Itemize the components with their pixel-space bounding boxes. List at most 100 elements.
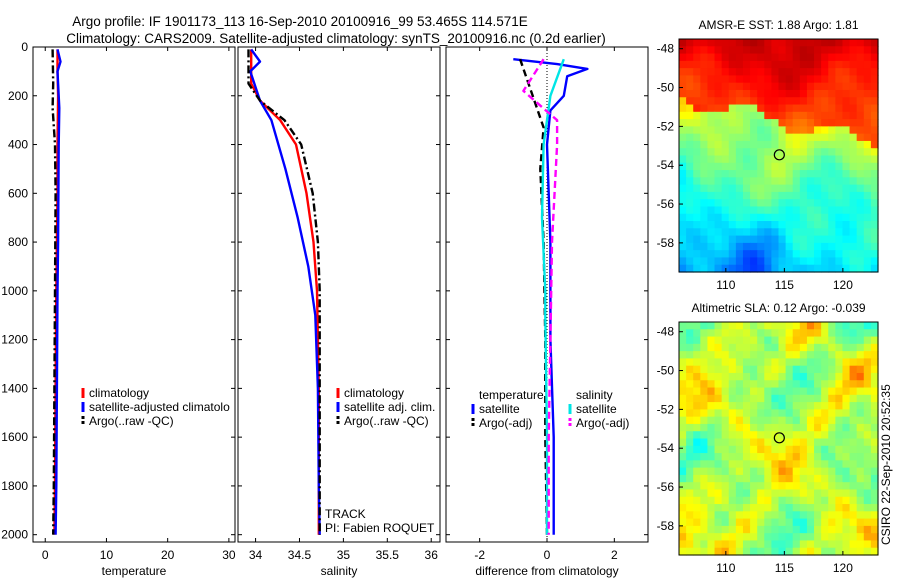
heatmap-cell <box>693 133 701 142</box>
heatmap-cell <box>849 53 858 62</box>
heatmap-cell <box>863 155 872 164</box>
heatmap-cell <box>714 482 723 491</box>
heatmap-cell <box>778 46 787 55</box>
heatmap-cell <box>849 126 858 135</box>
heatmap-cell <box>842 111 851 120</box>
heatmap-cell <box>750 365 758 374</box>
heatmap-cell <box>707 111 716 120</box>
heatmap-cell <box>828 453 836 461</box>
heatmap-cell <box>828 228 836 237</box>
heatmap-cell <box>693 387 701 396</box>
heatmap-cell <box>679 445 687 454</box>
heatmap-cell <box>771 525 780 534</box>
heatmap-cell <box>693 416 701 425</box>
heatmap-cell <box>778 504 787 512</box>
heatmap-cell <box>679 148 687 157</box>
heatmap-cell <box>821 155 829 164</box>
heatmap-cell <box>771 351 780 360</box>
heatmap-cell <box>799 264 808 273</box>
heatmap-cell <box>863 206 872 215</box>
x-tick-label: 35.5 <box>376 548 400 562</box>
heatmap-cell <box>814 97 822 106</box>
heatmap-cell <box>686 264 694 273</box>
heatmap-cell <box>750 467 758 476</box>
heatmap-cell <box>863 213 872 222</box>
heatmap-cell <box>757 445 765 454</box>
heatmap-cell <box>799 191 808 200</box>
heatmap-cell <box>835 82 844 91</box>
heatmap-cell <box>750 351 758 360</box>
heatmap-cell <box>863 504 872 512</box>
heatmap-cell <box>835 460 844 469</box>
heatmap-cell <box>714 409 723 418</box>
heatmap-cell <box>714 162 723 171</box>
heatmap-cell <box>828 242 836 251</box>
heatmap-cell <box>785 540 794 549</box>
heatmap-cell <box>764 460 772 469</box>
heatmap-cell <box>792 504 801 512</box>
heatmap-cell <box>799 365 808 374</box>
heatmap-cell <box>835 504 844 512</box>
heatmap-cell <box>693 336 701 345</box>
y-tick-label: 2000 <box>1 528 28 542</box>
heatmap-cell <box>679 474 687 483</box>
heatmap-cell <box>856 89 865 98</box>
heatmap-cell <box>764 140 772 149</box>
heatmap-cell <box>750 409 758 418</box>
heatmap-cell <box>686 496 694 505</box>
heatmap-cell <box>799 409 808 418</box>
heatmap-cell <box>828 140 836 149</box>
heatmap-cell <box>856 250 865 259</box>
heatmap-cell <box>714 387 723 396</box>
heatmap-cell <box>686 380 694 389</box>
heatmap-cell <box>792 148 801 157</box>
heatmap-cell <box>750 177 758 186</box>
heatmap-cell <box>821 387 829 396</box>
heatmap-cell <box>842 119 851 127</box>
heatmap-cell <box>679 155 687 164</box>
heatmap-cell <box>785 46 794 55</box>
heatmap-cell <box>806 242 815 251</box>
heatmap-cell <box>728 155 737 164</box>
heatmap-cell <box>806 75 815 84</box>
x-tick-label: 115 <box>775 561 794 575</box>
heatmap-cell <box>835 525 844 534</box>
heatmap-cell <box>842 191 851 200</box>
heatmap-cell <box>821 467 829 476</box>
heatmap-cell <box>700 387 709 396</box>
heatmap-cell <box>707 39 716 47</box>
heatmap-cell <box>828 496 836 505</box>
heatmap-cell <box>679 431 687 440</box>
heatmap-cell <box>828 264 836 273</box>
heatmap-cell <box>693 119 701 127</box>
heatmap-cell <box>771 140 780 149</box>
heatmap-cell <box>785 322 794 330</box>
heatmap-cell <box>792 416 801 425</box>
heatmap-cell <box>686 221 694 229</box>
heatmap-cell <box>821 460 829 469</box>
heatmap-cell <box>721 206 730 215</box>
heatmap-cell <box>693 489 701 498</box>
heatmap-cell <box>863 140 872 149</box>
heatmap-cell <box>693 199 701 208</box>
heatmap-cell <box>764 336 772 345</box>
heatmap-cell <box>735 191 744 200</box>
heatmap-cell <box>828 97 836 106</box>
heatmap-cell <box>863 89 872 98</box>
heatmap-cell <box>785 184 794 193</box>
heatmap-cell <box>686 119 694 127</box>
heatmap-cell <box>742 504 751 512</box>
heatmap-cell <box>764 177 772 186</box>
heatmap-cell <box>735 372 744 381</box>
heatmap-cell <box>750 228 758 237</box>
heatmap-cell <box>721 75 730 84</box>
x-tick-label: 110 <box>716 278 735 292</box>
heatmap-cell <box>742 60 751 69</box>
heatmap-cell <box>778 518 787 527</box>
heatmap-cell <box>771 474 780 483</box>
heatmap-cell <box>792 213 801 222</box>
heatmap-cell <box>856 409 865 418</box>
heatmap-cell <box>707 75 716 84</box>
heatmap-cell <box>700 372 709 381</box>
heatmap-cell <box>785 402 794 410</box>
